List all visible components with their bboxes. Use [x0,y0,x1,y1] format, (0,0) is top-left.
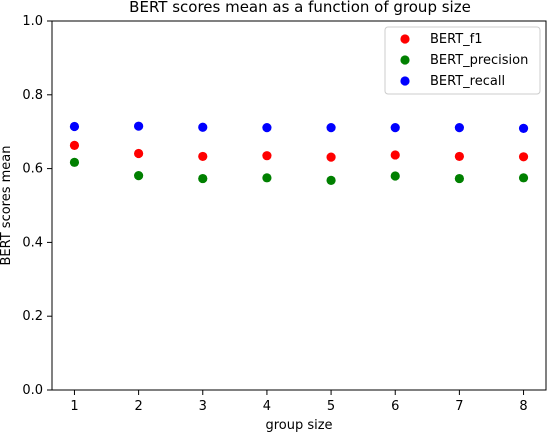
series-BERT_f1-points [69,140,529,162]
data-point-BERT_precision-2 [134,171,144,181]
data-point-BERT_f1-2 [134,148,144,159]
x-tick-label: 4 [263,399,271,414]
data-point-BERT_recall-4 [262,123,272,133]
chart-title: BERT scores mean as a function of group … [129,0,471,16]
legend-label-BERT_recall: BERT_recall [430,74,505,89]
data-point-BERT_precision-7 [454,173,464,184]
series-BERT_recall-points [69,121,529,133]
data-point-BERT_recall-7 [454,123,464,133]
data-point-BERT_recall-8 [518,123,529,133]
data-point-BERT_f1-8 [518,152,529,162]
data-point-BERT_f1-5 [326,152,336,162]
x-tick-label: 1 [70,399,78,414]
y-tick-label: 0.6 [22,162,43,177]
series-BERT_precision-points [69,157,529,186]
y-tick-label: 1.0 [22,14,43,29]
legend-box [384,26,541,95]
x-axis-label: group size [265,418,332,433]
y-axis-label: BERT scores mean [0,146,14,266]
legend-marker-BERT_f1 [400,34,410,44]
data-point-BERT_precision-6 [390,171,400,181]
data-point-BERT_recall-6 [390,123,400,133]
legend-label-BERT_f1: BERT_f1 [430,32,483,47]
x-tick-label: 3 [199,399,207,414]
data-point-BERT_precision-1 [69,157,80,167]
data-point-BERT_precision-5 [326,175,336,186]
legend: BERT_f1 BERT_precision BERT_recall [384,26,541,95]
data-point-BERT_precision-4 [262,173,272,183]
data-point-BERT_f1-1 [69,140,80,150]
data-point-BERT_precision-8 [518,173,529,183]
x-tick-label: 5 [327,399,335,414]
x-tick-label: 6 [391,399,399,414]
data-points [69,121,529,186]
data-point-BERT_recall-5 [326,123,336,133]
x-tick-label: 2 [134,399,142,414]
data-point-BERT_f1-3 [198,151,208,162]
legend-label-BERT_precision: BERT_precision [430,53,528,68]
y-axis-ticks: 0.0 0.2 0.4 0.6 0.8 1.0 [22,14,52,398]
data-point-BERT_recall-3 [198,122,208,132]
y-tick-label: 0.8 [22,88,43,103]
legend-marker-BERT_recall [400,76,410,86]
data-point-BERT_f1-7 [454,151,464,162]
legend-marker-BERT_precision [400,55,410,65]
y-tick-label: 0.0 [22,383,43,398]
y-tick-label: 0.4 [22,235,43,250]
data-point-BERT_recall-1 [69,121,80,132]
x-axis-ticks: 1 2 3 4 5 6 7 8 [70,390,528,414]
data-point-BERT_f1-4 [262,151,272,161]
data-point-BERT_precision-3 [198,173,208,184]
x-tick-label: 8 [519,399,527,414]
x-tick-label: 7 [455,399,463,414]
y-tick-label: 0.2 [22,309,43,324]
data-point-BERT_recall-2 [134,121,144,131]
data-point-BERT_f1-6 [390,150,400,160]
